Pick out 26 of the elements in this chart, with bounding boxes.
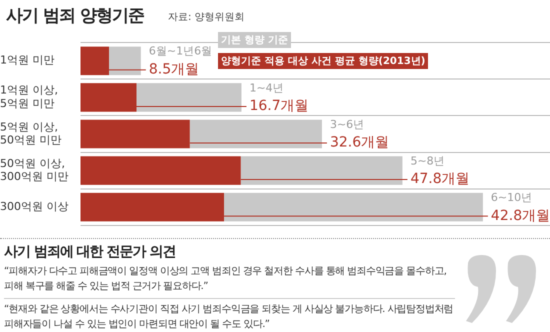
data-label: 8.5개월: [148, 62, 200, 78]
y-tick-label: 1억원 미만: [0, 54, 54, 67]
annotation: 1~4년: [249, 81, 284, 94]
bar: [240, 156, 402, 185]
text: “현재와 같은 상황에서는 수사기관이 직접 사기 범죄수익금을 되찾는 게 사실상 불가능하다. 사립탐정법처럼 피해자들이 나설 수 있는 법인이 마련되면 대안이 될 수도 있다.”: [4, 298, 455, 332]
y-tick-label: 50억원 이상, 300억원 미만: [0, 156, 68, 184]
annotation: 5~8년: [410, 154, 445, 168]
data-label: 32.6개월: [330, 134, 390, 151]
annotation: 6~10년: [490, 190, 532, 204]
data-label: 47.8개월: [410, 171, 470, 188]
text: 사기 범죄에 대한 전문가 의견: [4, 243, 176, 261]
annotation: 6월~1년6월: [148, 44, 212, 58]
y-tick-label: 300억원 이상: [0, 200, 68, 213]
text: 자료: 양형위원회: [168, 11, 245, 24]
chart-title: 사기 범죄 양형기준: [6, 5, 144, 27]
data-label: 42.8개월: [490, 208, 550, 224]
data-label: 16.7개월: [249, 98, 309, 114]
text: 양형기준 적용 대상 사건 평균 형량(2013년): [218, 53, 428, 69]
annotation: 3~6년: [330, 118, 364, 131]
y-tick-label: 1억원 이상, 5억원 미만: [0, 84, 58, 110]
text: “피해자가 다수고 피해금액이 일정액 이상의 고액 범죄인 경우 철저한 수사를 통해 범죄수익금을 몰수하고, 피해 복구를 해줄 수 있는 법적 근거가 필요하다.”: [4, 265, 448, 294]
y-tick-label: 5억원 이상, 50억원 미만: [0, 120, 62, 146]
bar: [190, 120, 322, 148]
bar: [136, 83, 242, 112]
bar: [109, 46, 141, 76]
bar: [224, 192, 483, 222]
